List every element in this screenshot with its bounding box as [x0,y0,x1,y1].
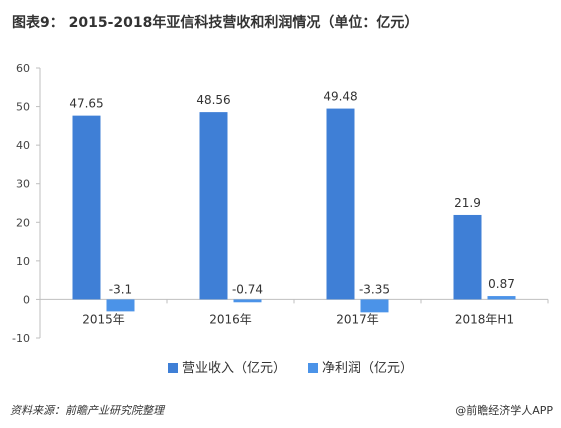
x-tick-label: 2018年H1 [455,312,514,326]
y-tick-label: 0 [23,293,30,306]
profit-data-label: 0.87 [488,277,515,291]
x-tick-label: 2015年 [82,312,125,326]
revenue-bar [326,108,355,300]
profit-bar [106,299,135,312]
revenue-bar [453,214,482,300]
y-tick-label: 60 [16,62,30,75]
revenue-bar [199,112,228,300]
brand-credit: @前瞻经济学人APP [455,404,553,417]
profit-data-label: -3.35 [359,282,390,296]
chart-title: 图表9： 2015-2018年亚信科技营收和利润情况（单位：亿元） [12,15,419,31]
y-tick-label: 50 [16,101,30,114]
x-tick-label: 2016年 [209,312,252,326]
legend-swatch-profit [308,363,318,373]
source-note: 资料来源：前瞻产业研究院整理 [10,404,164,417]
legend-label-revenue: 营业收入（亿元） [182,361,286,376]
profit-bar [360,299,389,313]
y-tick-label: 40 [16,139,30,152]
revenue-bar [72,115,101,300]
revenue-data-label: 21.9 [454,196,481,210]
y-tick-label: 10 [16,255,30,268]
legend-label-profit: 净利润（亿元） [322,361,413,376]
legend-swatch-revenue [168,363,178,373]
profit-data-label: -3.1 [109,282,132,296]
y-tick-label: -10 [12,332,30,345]
y-tick-label: 20 [16,216,30,229]
revenue-data-label: 49.48 [323,90,357,104]
revenue-data-label: 47.65 [69,97,103,111]
revenue-data-label: 48.56 [196,93,230,107]
profit-bar [233,299,262,303]
profit-bar [487,296,516,300]
profit-data-label: -0.74 [232,282,263,296]
x-tick-label: 2017年 [336,312,379,326]
y-tick-label: 30 [16,178,30,191]
